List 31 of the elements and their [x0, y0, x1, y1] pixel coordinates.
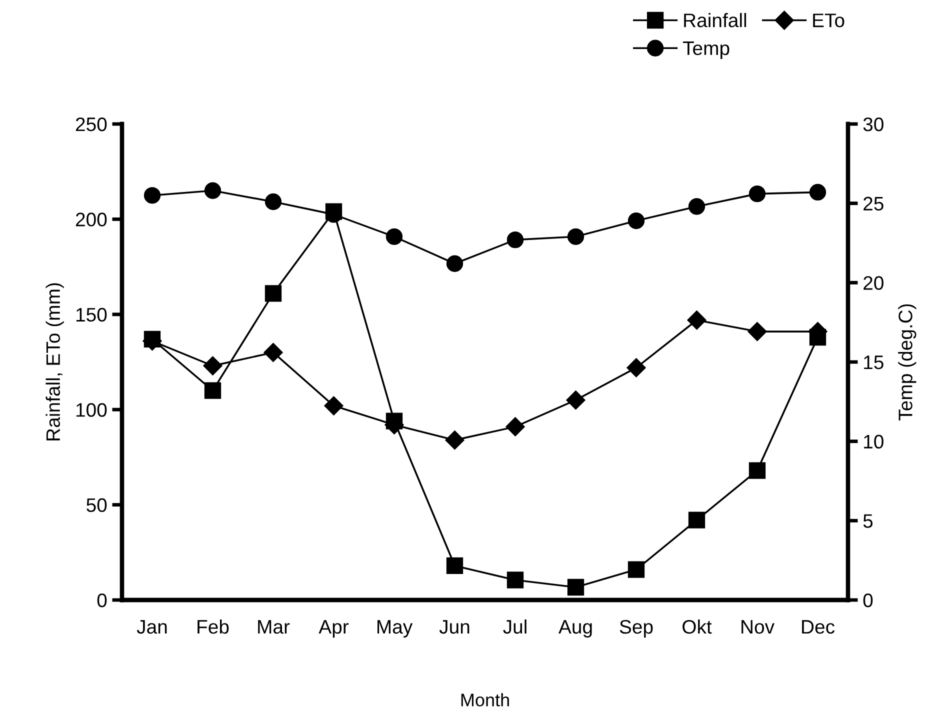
- x-tick-label: Dec: [802, 620, 835, 634]
- x-tick-label: Jun: [439, 620, 470, 634]
- x-tick-label: Mar: [258, 620, 290, 634]
- x-tick-label: Apr: [318, 620, 349, 638]
- x-tick-label: Feb: [198, 619, 229, 634]
- x-tick-label: Okt: [682, 619, 712, 634]
- y2-axis-title: Temp (deg.C): [898, 304, 916, 420]
- y-tick-label: 100: [76, 403, 107, 417]
- y-tick-label: 50: [86, 498, 107, 512]
- y-tick-label: 150: [76, 308, 107, 322]
- y2-tick-label: 25: [864, 196, 884, 211]
- x-tick-label: Jan: [136, 620, 167, 634]
- y2-tick-label: 30: [863, 117, 884, 132]
- x-tick-label: Aug: [558, 620, 592, 638]
- y2-tick-label: 5: [863, 514, 873, 528]
- y-tick-label: 0: [97, 593, 107, 608]
- legend-label: Temp: [682, 42, 730, 59]
- y2-tick-label: 0: [863, 593, 873, 608]
- legend-label: Rainfall: [684, 12, 746, 28]
- x-tick-label: Nov: [742, 620, 774, 634]
- x-axis-title: Month: [461, 693, 509, 706]
- legend-label: ETo: [813, 14, 844, 28]
- y-axis-title: Rainfall, ETo (mm): [46, 283, 64, 440]
- y-tick-label: 200: [76, 212, 107, 226]
- y2-tick-label: 10: [864, 434, 884, 449]
- y2-tick-label: 20: [864, 276, 884, 290]
- x-tick-label: Jul: [503, 619, 526, 634]
- x-tick-label: May: [377, 620, 413, 638]
- y-tick-label: 250: [76, 117, 107, 132]
- y2-tick-label: 15: [864, 356, 884, 370]
- x-tick-label: Sep: [620, 620, 653, 638]
